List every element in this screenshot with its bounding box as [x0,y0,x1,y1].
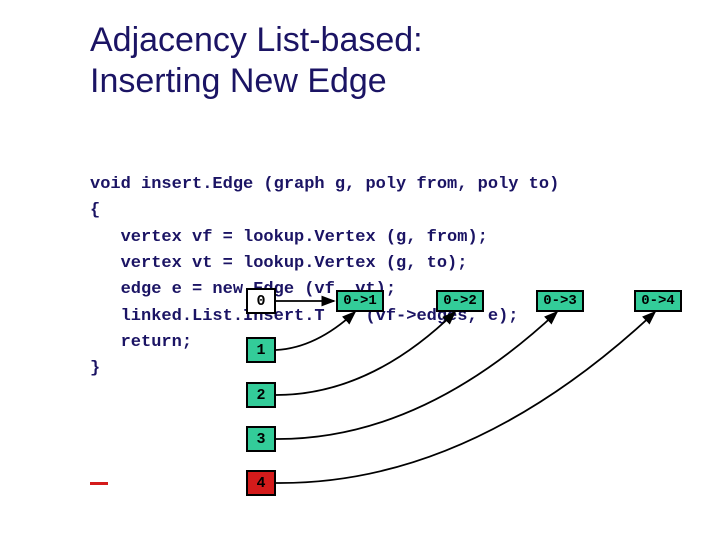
vertex-box: 3 [246,426,276,452]
edge-box: 0->4 [634,290,682,312]
vertex-box: 2 [246,382,276,408]
edge-box: 0->1 [336,290,384,312]
slide-title: Adjacency List-based: Inserting New Edge [90,20,423,102]
vertex-box: 1 [246,337,276,363]
edge-box: 0->3 [536,290,584,312]
vertex-box: 4 [246,470,276,496]
slide: Adjacency List-based: Inserting New Edge… [0,0,720,540]
edge-box: 0->2 [436,290,484,312]
vertex-box: 0 [246,288,276,314]
code-block: void insert.Edge (graph g, poly from, po… [90,172,559,383]
accent-bar [90,482,108,485]
